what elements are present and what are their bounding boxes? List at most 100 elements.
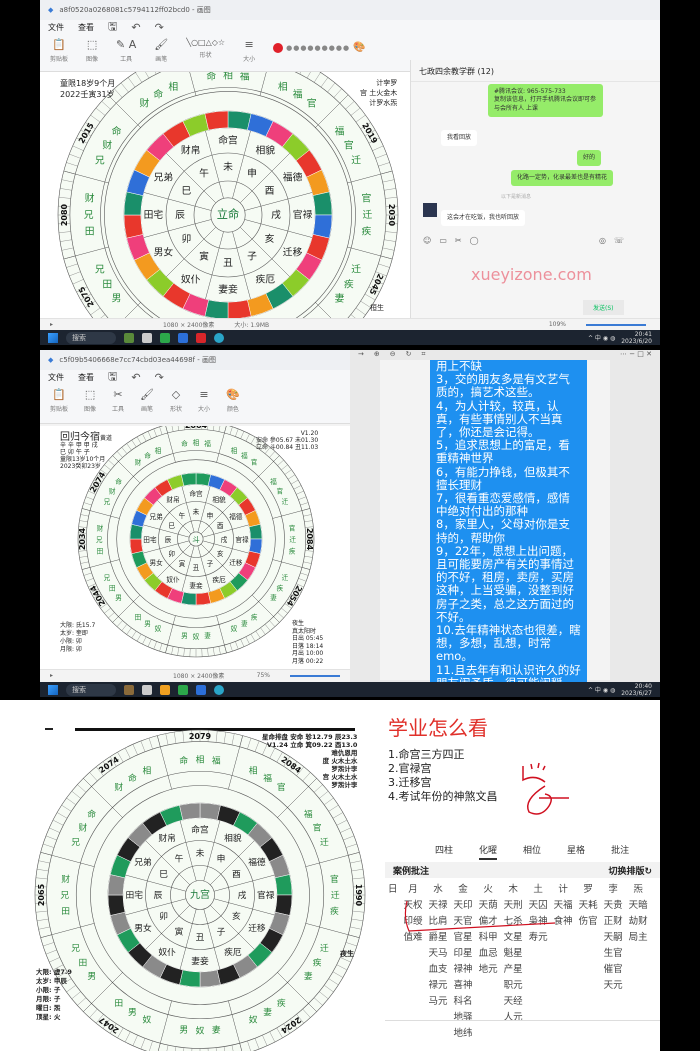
degree-tick [296, 1014, 304, 1024]
zoom-out-icon[interactable]: ⊖ [389, 350, 396, 358]
phone-icon[interactable]: ☏ [613, 236, 624, 245]
message-input[interactable] [419, 248, 649, 298]
degree-tick [332, 812, 343, 819]
weather-icon[interactable] [160, 684, 170, 695]
edge-icon[interactable] [214, 684, 224, 695]
crop-icon[interactable]: ⌗ [421, 350, 426, 358]
drawing-canvas[interactable]: 命宫未命相福相貌申相福官福德酉福官迁官禄戌官迁疾迁移亥迁疾妻疾厄子疾妻奴妻妾丑妻… [40, 426, 350, 669]
colors-icon[interactable]: 🎨 [226, 388, 240, 401]
menu-file[interactable]: 文件 [48, 22, 64, 32]
brush-icon[interactable]: 🖌 [140, 388, 155, 401]
star-glyph: 迁 [320, 943, 329, 954]
redo-icon[interactable]: ↷ [154, 20, 164, 34]
degree-tick [72, 145, 84, 151]
degree-tick [77, 784, 87, 793]
degree-tick [378, 162, 390, 167]
taskbar-search[interactable]: 搜索 [66, 331, 116, 344]
degree-tick [332, 971, 343, 978]
brush-icon[interactable]: 🖌 [154, 38, 169, 51]
switch-layout-button[interactable]: 切换排版↻ [608, 864, 652, 877]
star-glyph: 疾 [361, 225, 371, 238]
back-icon[interactable]: → [358, 350, 364, 358]
tab-xingge[interactable]: 星格 [567, 846, 586, 856]
clipboard-icon[interactable]: 📋 [52, 38, 66, 51]
edge-icon[interactable] [214, 332, 224, 343]
edit-colors-icon[interactable]: 🎨 [353, 42, 366, 53]
tools-icon[interactable]: ✎ A [116, 38, 137, 51]
menu-view[interactable]: 查看 [78, 22, 94, 32]
star-glyph: 男 [115, 594, 122, 602]
wechat-icon[interactable] [160, 332, 170, 343]
degree-tick [89, 1008, 98, 1018]
wechat-icon[interactable] [178, 684, 188, 695]
undo-icon[interactable]: ↶ [131, 370, 141, 384]
star-glyph: 兄 [96, 536, 103, 544]
clipboard-icon[interactable]: 📋 [52, 388, 66, 401]
rotate-icon[interactable]: ↻ [405, 350, 412, 358]
degree-tick [306, 72, 311, 79]
palace-divider [205, 231, 224, 300]
degree-tick [140, 740, 146, 752]
note-line: 4，为人计较，较真，认真，有些事情别人不当真了，你还是会记得。 [436, 398, 563, 440]
zoom-slider[interactable] [290, 674, 340, 677]
shapes-icon[interactable]: ╲○□△◇☆ [186, 38, 226, 47]
meeting-icon[interactable] [178, 332, 188, 343]
select-icon[interactable]: ⬚ [84, 388, 96, 401]
start-button[interactable] [48, 684, 58, 695]
star-cell [626, 992, 651, 1008]
wps-icon[interactable] [196, 332, 206, 343]
video-icon[interactable]: ◎ [599, 236, 606, 245]
emoji-icon[interactable]: ☺ [423, 236, 432, 245]
zoom-slider[interactable] [586, 323, 646, 326]
tab-xiangwei[interactable]: 相位 [523, 846, 542, 856]
save-icon[interactable]: 🖫 [108, 369, 118, 383]
files-icon[interactable] [142, 332, 152, 343]
sector-divider [40, 923, 95, 938]
menu-file[interactable]: 文件 [48, 372, 64, 382]
start-button[interactable] [48, 332, 58, 343]
files-icon[interactable] [142, 684, 152, 695]
chart-note: 立命 箕09.22 酉13.0 [290, 741, 358, 749]
sector-divider [165, 426, 176, 463]
star-glyph: 福 [270, 477, 277, 486]
avatar[interactable] [423, 203, 437, 217]
chat-bubble-icon[interactable]: ◯ [469, 236, 479, 245]
degree-tick [88, 583, 96, 588]
folder-icon[interactable]: ▭ [439, 236, 447, 245]
star-cell [576, 960, 601, 976]
tray-icons[interactable]: ^ 中 ◉ ◍ [588, 335, 616, 342]
meeting-icon[interactable] [196, 684, 206, 695]
star-cell: 科甲 [478, 932, 498, 943]
taskbar-search[interactable]: 搜索 [66, 683, 116, 696]
tab-huayao[interactable]: 化曜 [479, 846, 498, 860]
widgets-icon[interactable] [124, 332, 134, 343]
redo-icon[interactable]: ↷ [154, 370, 164, 384]
window-controls[interactable]: ⋯ − □ ✕ [619, 350, 652, 358]
send-button[interactable]: 发送(S) [583, 300, 624, 315]
widgets-icon[interactable] [124, 684, 134, 695]
drawing-canvas[interactable]: 命宫未命相福相貌申相福官福德酉福官迁官禄戌官迁疾迁移亥迁疾妻疾厄子疾妻奴妻妾丑妻… [40, 72, 410, 318]
star-glyph: 财 [78, 821, 87, 833]
select-icon[interactable]: ⬚ [86, 38, 98, 51]
sector-divider [112, 594, 141, 623]
scissors-icon[interactable]: ✂ [454, 236, 462, 245]
tab-pizhu[interactable]: 批注 [611, 846, 630, 856]
mansion-segment [274, 894, 293, 916]
branch-label: 戌 [238, 889, 247, 901]
star-glyph: 男 [87, 971, 96, 982]
zoom-in-icon[interactable]: ⊕ [373, 350, 380, 358]
tab-sizhu[interactable]: 四柱 [435, 846, 454, 856]
column-header: 日 [388, 884, 398, 895]
shapes-icon[interactable]: ◇ [171, 388, 181, 401]
size-icon[interactable]: ≡ [244, 38, 254, 51]
degree-tick [229, 426, 233, 435]
undo-icon[interactable]: ↶ [131, 20, 141, 34]
tools-icon[interactable]: ✂ [113, 388, 123, 401]
save-icon[interactable]: 🖫 [108, 19, 118, 33]
color-palette[interactable]: ●●●●●●●●● 🎨 [273, 42, 366, 53]
chart-note: 罗炁计孛 [331, 781, 358, 789]
menu-view[interactable]: 查看 [78, 372, 94, 382]
tray-icons[interactable]: ^ 中 ◉ ◍ [588, 687, 616, 694]
star-glyph: 男 [144, 620, 151, 628]
size-icon[interactable]: ≡ [199, 388, 209, 401]
